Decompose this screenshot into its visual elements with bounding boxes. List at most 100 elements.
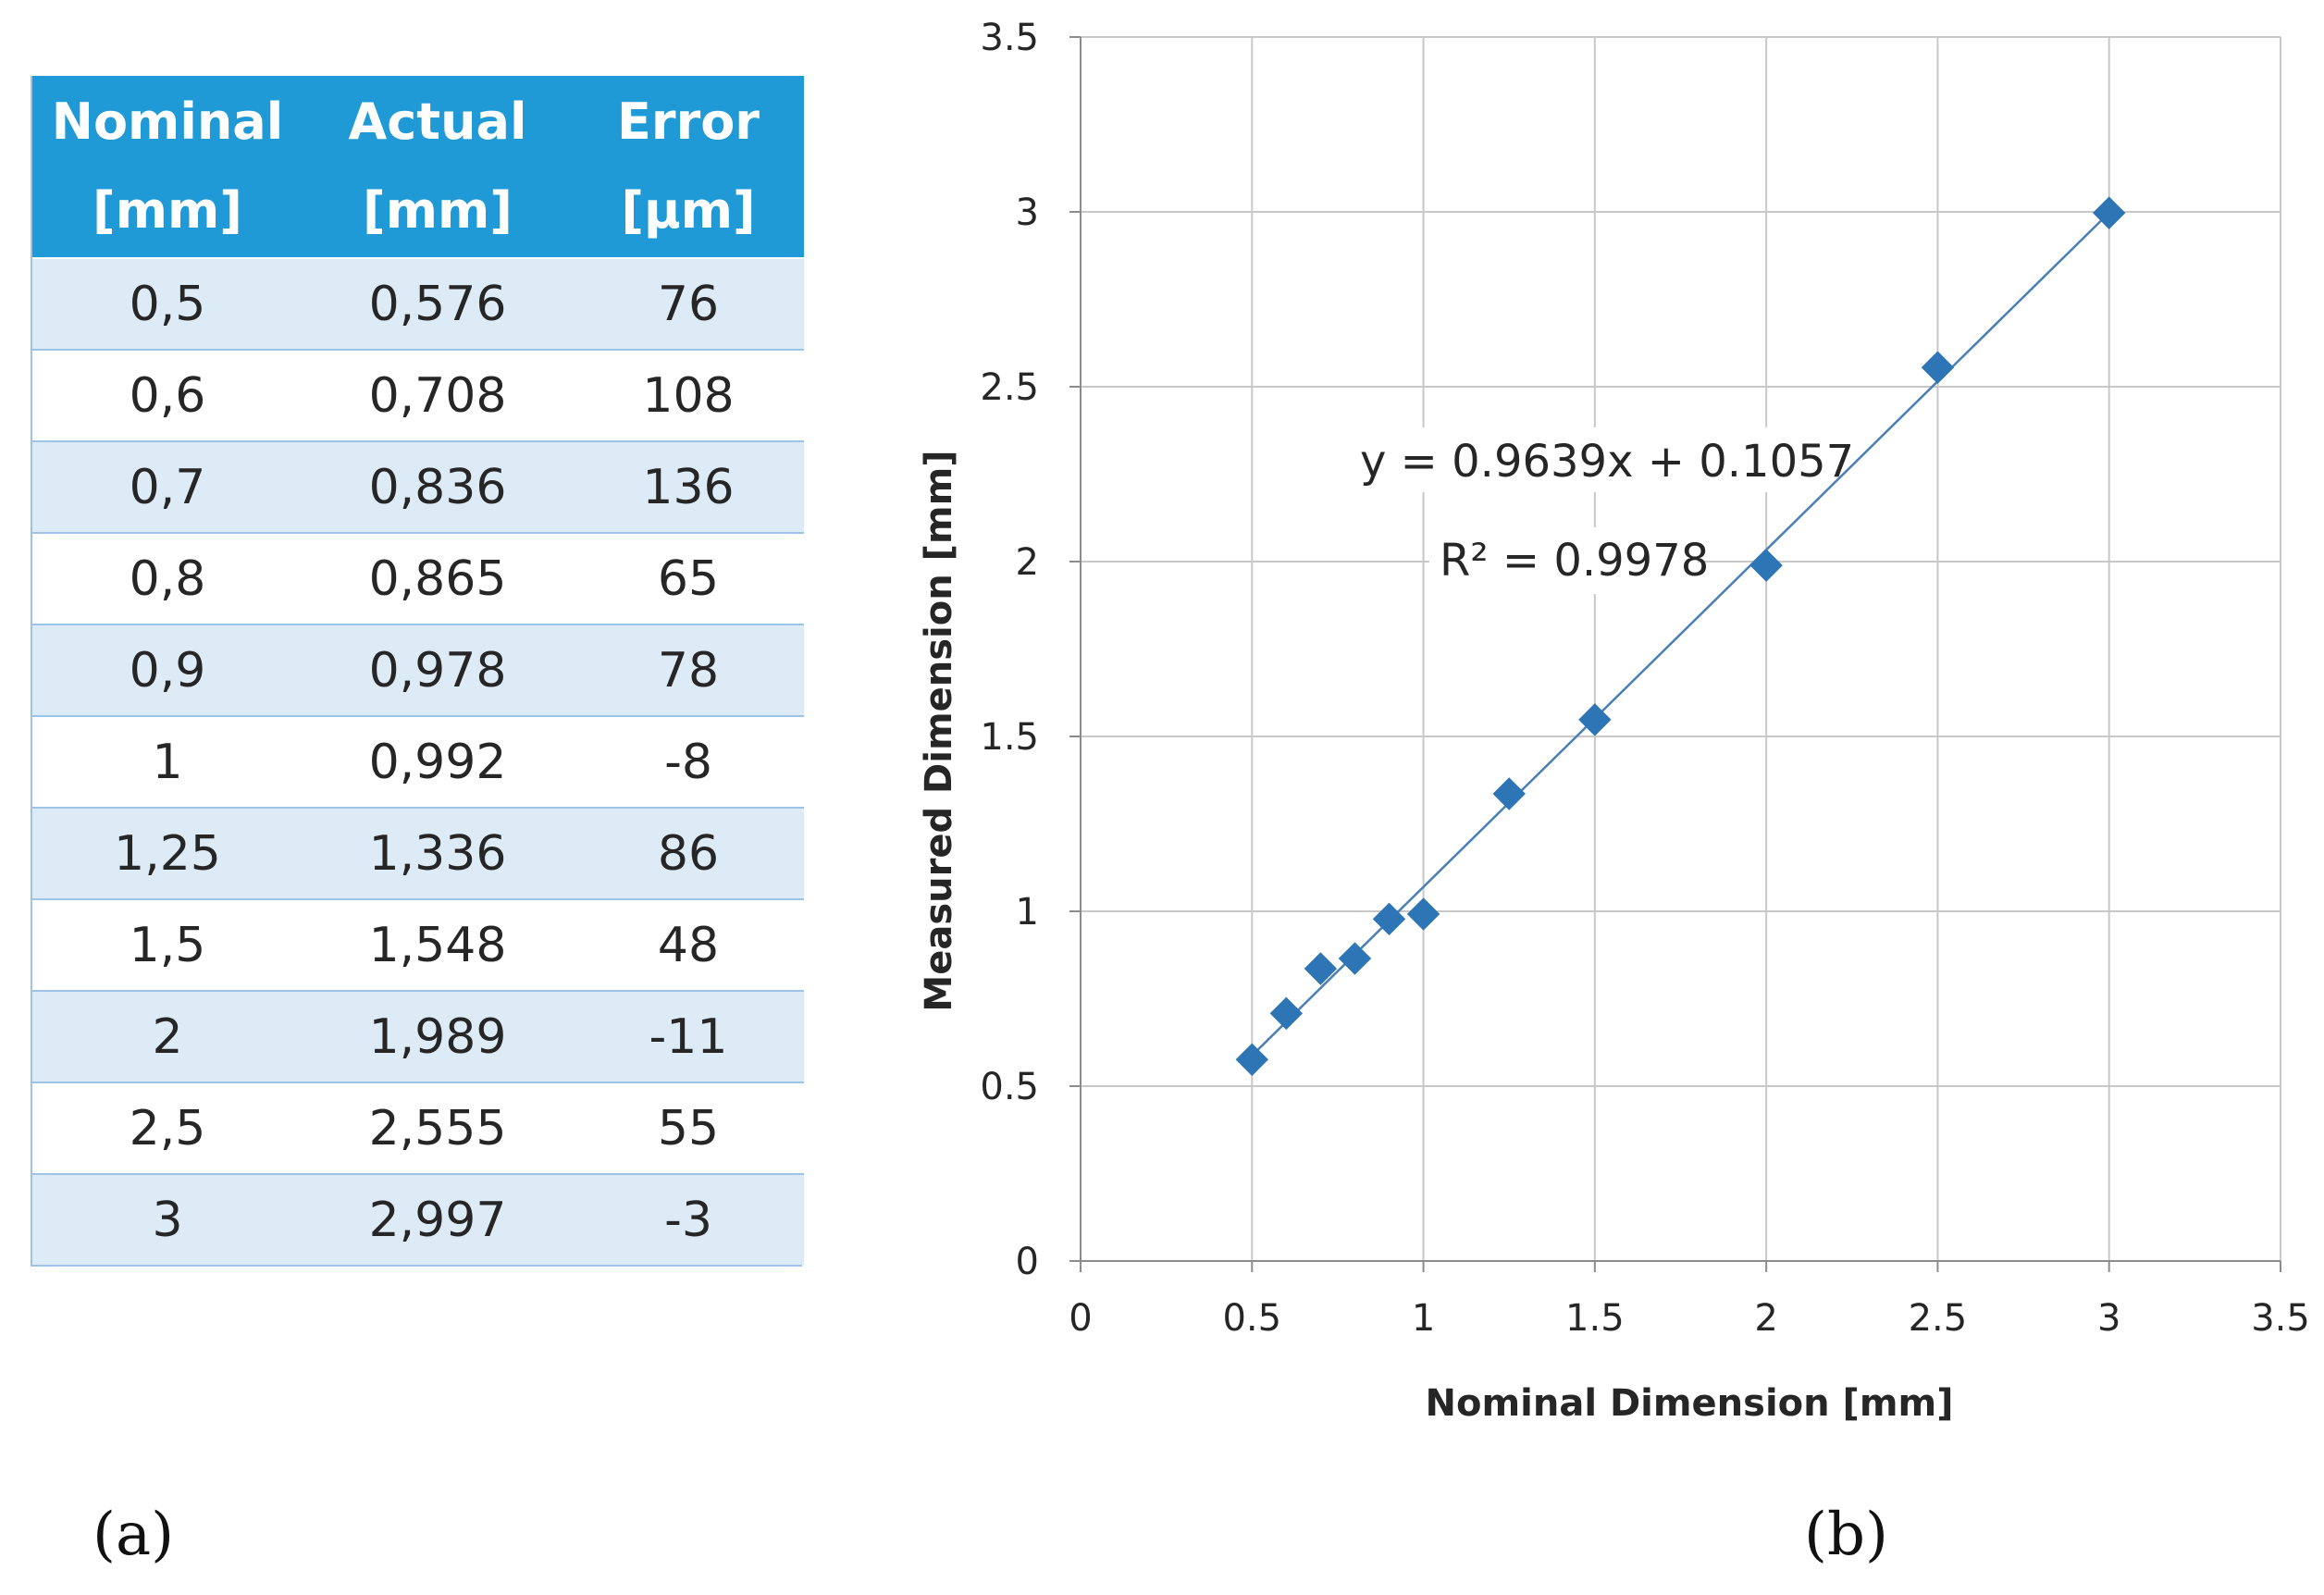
x-tick-label: 1	[1412, 1297, 1435, 1340]
table-row: 1,25 1,336 86	[32, 807, 804, 899]
cell-error: 48	[573, 898, 804, 992]
cell-actual: 0,992	[303, 715, 573, 809]
trendline-equation: y = 0.9639x + 0.1057	[1360, 436, 1854, 488]
table-row: 3 2,997 -3	[32, 1173, 804, 1265]
y-axis-title: Measured Dimension [mm]	[918, 450, 960, 1011]
cell-nominal: 3	[32, 1173, 303, 1265]
cell-actual: 0,978	[303, 624, 573, 716]
table-row: 2,5 2,555 55	[32, 1082, 804, 1175]
cell-nominal: 0,5	[32, 257, 303, 350]
y-tick-label: 2	[1016, 541, 1039, 584]
cell-error: -11	[573, 990, 804, 1082]
table-row: 0,9 0,978 78	[32, 624, 804, 716]
dimension-table-panel: Nominal [mm] Actual [mm] Error [μm] 0,5 0…	[31, 76, 804, 1267]
table-row: 0,5 0,576 76	[32, 257, 804, 350]
table-row: 2 1,989 -11	[32, 990, 804, 1082]
y-tick-label: 0.5	[980, 1066, 1039, 1108]
data-point	[1492, 777, 1526, 810]
x-tick-label: 0.5	[1222, 1297, 1281, 1340]
y-tick-label: 2.5	[980, 366, 1039, 409]
table-row: 0,6 0,708 108	[32, 349, 804, 442]
cell-nominal: 2	[32, 990, 303, 1082]
cell-error: 86	[573, 807, 804, 899]
cell-actual: 2,555	[303, 1082, 573, 1175]
data-point	[1406, 897, 1440, 931]
cell-nominal: 0,7	[32, 440, 303, 533]
header-error: Error [μm]	[573, 76, 804, 258]
equation-label-bg	[1346, 427, 1818, 492]
cell-nominal: 1,5	[32, 898, 303, 992]
cell-actual: 1,548	[303, 898, 573, 992]
cell-nominal: 2,5	[32, 1082, 303, 1175]
table-row: 0,8 0,865 65	[32, 532, 804, 625]
y-tick-label: 3.5	[980, 17, 1039, 59]
chart-tick-labels: 0 0.5 1 1.5 2 2.5 3 3.5 0 0.5 1 1.5 2 2.5 3 3.5	[980, 17, 2309, 1340]
y-tick-label: 3	[1016, 192, 1039, 234]
r2-label-bg	[1429, 527, 1698, 594]
cell-actual: 1,989	[303, 990, 573, 1082]
cell-error: 76	[573, 257, 804, 350]
table-body: 0,5 0,576 76 0,6 0,708 108 0,7 0,836 136 0,8 0,865…	[32, 257, 804, 1265]
data-point	[2093, 196, 2126, 229]
x-axis-title: Nominal Dimension [mm]	[1426, 1382, 1954, 1425]
data-point	[1749, 549, 1783, 582]
cell-actual: 1,336	[303, 807, 573, 899]
table-header-row: Nominal [mm] Actual [mm] Error [μm]	[32, 76, 804, 258]
cell-nominal: 1	[32, 715, 303, 809]
x-tick-label: 3	[2097, 1297, 2120, 1340]
header-nominal-unit: [mm]	[93, 181, 242, 240]
data-point	[1269, 996, 1304, 1031]
y-tick-label: 1.5	[980, 716, 1039, 759]
cell-error: 136	[573, 440, 804, 533]
cell-actual: 0,576	[303, 257, 573, 350]
cell-nominal: 0,9	[32, 624, 303, 716]
cell-nominal: 1,25	[32, 807, 303, 899]
cell-actual: 2,997	[303, 1173, 573, 1265]
cell-error: 65	[573, 532, 804, 625]
chart-labels: y = 0.9639x + 0.1057 R² = 0.9978 Nominal…	[918, 427, 1953, 1425]
cell-actual: 0,836	[303, 440, 573, 533]
data-point	[1304, 952, 1338, 985]
cell-error: 108	[573, 349, 804, 442]
cell-nominal: 0,6	[32, 349, 303, 442]
chart-gridlines	[1081, 36, 2281, 1261]
data-point	[1372, 902, 1406, 936]
data-point	[1921, 351, 1955, 384]
header-nominal-title: Nominal	[51, 93, 284, 151]
header-error-title: Error	[617, 93, 760, 151]
table-row: 0,7 0,836 136	[32, 440, 804, 533]
table-row: 1,5 1,548 48	[32, 898, 804, 992]
cell-error: -3	[573, 1173, 804, 1265]
header-actual: Actual [mm]	[303, 76, 573, 258]
data-point	[1235, 1043, 1268, 1076]
dimension-table: Nominal [mm] Actual [mm] Error [μm] 0,5 0…	[32, 76, 804, 1265]
chart-trendline	[1251, 212, 2110, 1057]
y-tick-label: 1	[1016, 891, 1039, 934]
cell-nominal: 0,8	[32, 532, 303, 625]
panel-label-b: (b)	[1804, 1501, 1888, 1569]
header-error-unit: [μm]	[621, 181, 756, 240]
y-tick-label: 0	[1016, 1241, 1039, 1283]
data-point	[1578, 703, 1612, 736]
data-point	[1338, 942, 1372, 975]
cell-actual: 0,708	[303, 349, 573, 442]
cell-error: 78	[573, 624, 804, 716]
header-actual-unit: [mm]	[363, 181, 513, 240]
x-tick-label: 2	[1754, 1297, 1777, 1340]
x-tick-label: 2.5	[1909, 1297, 1968, 1340]
table-row: 1 0,992 -8	[32, 715, 804, 809]
cell-error: 55	[573, 1082, 804, 1175]
x-tick-label: 1.5	[1565, 1297, 1625, 1340]
cell-actual: 0,865	[303, 532, 573, 625]
chart-axes	[1069, 36, 2281, 1272]
x-tick-label: 0	[1069, 1297, 1092, 1340]
header-actual-title: Actual	[348, 93, 527, 151]
panel-label-a: (a)	[93, 1501, 175, 1569]
chart-data-points	[1235, 196, 2126, 1076]
trendline	[1251, 212, 2110, 1057]
x-tick-label: 3.5	[2251, 1297, 2310, 1340]
cell-error: -8	[573, 715, 804, 809]
header-nominal: Nominal [mm]	[32, 76, 303, 258]
trendline-r2: R² = 0.9978	[1440, 535, 1709, 587]
